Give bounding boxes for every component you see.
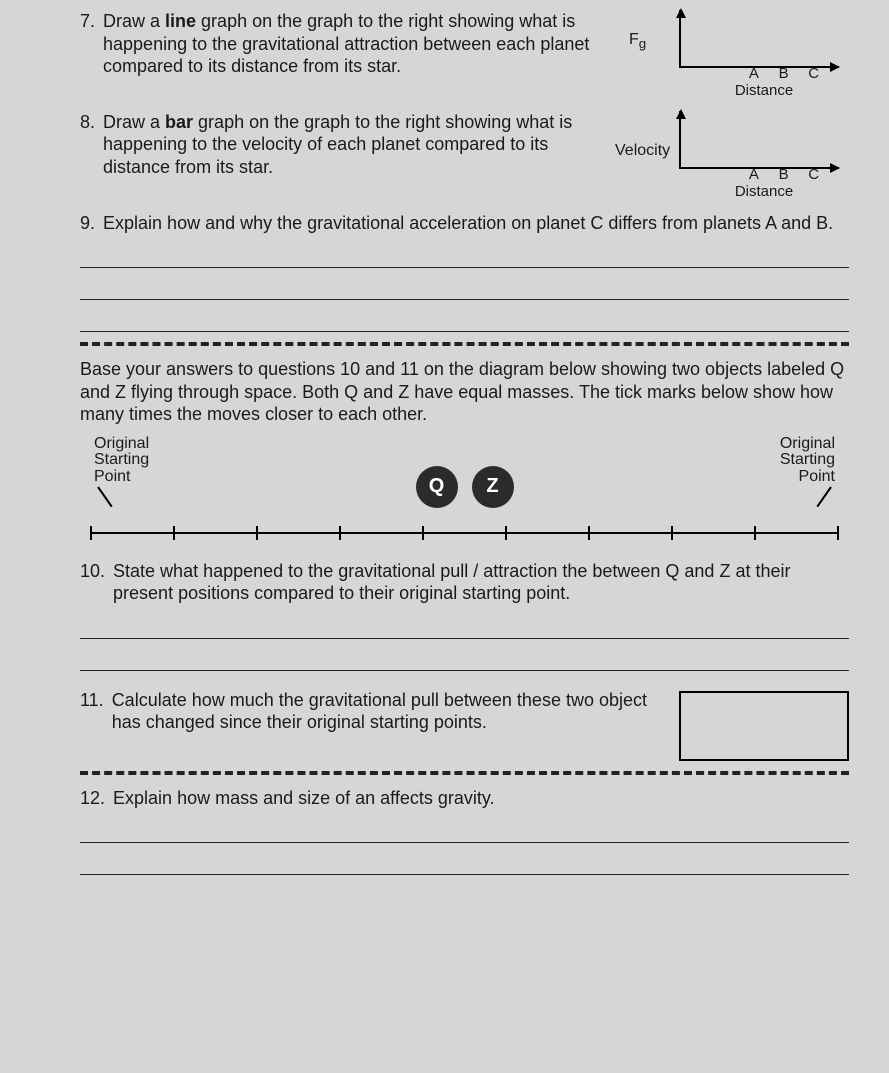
answer-line[interactable] [80, 272, 849, 300]
q8-y-label: Velocity [615, 141, 670, 161]
dashed-separator-icon [80, 771, 849, 775]
answer-line[interactable] [80, 643, 849, 671]
q7-x-ticks: A B C [739, 65, 829, 84]
tick-mark [588, 526, 590, 540]
answer-line[interactable] [80, 304, 849, 332]
question-8: 8. Draw a bar graph on the graph to the … [80, 111, 619, 179]
q7-y-sub: g [639, 36, 646, 51]
q8-tick-a: A [749, 166, 759, 185]
q7-tick-a: A [749, 65, 759, 84]
q8-text: Draw a bar graph on the graph to the rig… [103, 111, 619, 179]
answer-line[interactable] [80, 815, 849, 843]
y-axis-arrow-icon [679, 10, 681, 68]
spacer [80, 675, 849, 689]
answer-line[interactable] [80, 611, 849, 639]
q7-bold: line [165, 11, 196, 31]
q8-bold: bar [165, 112, 193, 132]
q8-tick-b: B [779, 166, 789, 185]
tick-mark [256, 526, 258, 540]
q8-text-a: Draw a [103, 112, 165, 132]
q12-text: Explain how mass and size of an affects … [113, 787, 849, 810]
answer-line[interactable] [80, 240, 849, 268]
q8-axes: A B C [679, 111, 849, 181]
question-9: 9. Explain how and why the gravitational… [80, 212, 849, 235]
right-l1: Original [780, 435, 835, 452]
y-axis-arrow-icon [679, 111, 681, 169]
q7-number: 7. [80, 10, 95, 78]
tick-mark [90, 526, 92, 540]
q9-number: 9. [80, 212, 95, 235]
q11-text: Calculate how much the gravitational pul… [112, 689, 665, 734]
instructions-10-11: Base your answers to questions 10 and 11… [80, 358, 849, 426]
question-12: 12. Explain how mass and size of an affe… [80, 787, 849, 810]
tick-mark [422, 526, 424, 540]
q7-y-label: Fg [629, 30, 646, 53]
q7-graph: Fg A B C Distance [629, 10, 849, 101]
q10-text: State what happened to the gravitational… [113, 560, 849, 605]
tick-mark [505, 526, 507, 540]
q8-x-label: Distance [679, 183, 849, 202]
circle-q: Q [416, 466, 458, 508]
question-7: 7. Draw a line graph on the graph to the… [80, 10, 619, 78]
circles-row: Q Z [90, 466, 839, 508]
answer-box[interactable] [679, 691, 849, 761]
qz-diagram: Original Starting Point Original Startin… [90, 436, 839, 546]
tick-mark [837, 526, 839, 540]
q8-graph: Velocity A B C Distance [629, 111, 849, 202]
q7-x-label: Distance [679, 82, 849, 101]
question-11-row: 11. Calculate how much the gravitational… [80, 689, 849, 761]
q9-text: Explain how and why the gravitational ac… [103, 212, 849, 235]
question-7-row: 7. Draw a line graph on the graph to the… [80, 10, 849, 101]
q11-number: 11. [80, 689, 104, 734]
tick-mark [173, 526, 175, 540]
dashed-separator-icon [80, 342, 849, 346]
tick-mark [671, 526, 673, 540]
q7-tick-c: C [808, 65, 819, 84]
q12-number: 12. [80, 787, 105, 810]
left-l1: Original [94, 435, 149, 452]
tick-mark [339, 526, 341, 540]
q7-text: Draw a line graph on the graph to the ri… [103, 10, 619, 78]
q10-number: 10. [80, 560, 105, 605]
circle-z: Z [472, 466, 514, 508]
q8-number: 8. [80, 111, 95, 179]
question-10: 10. State what happened to the gravitati… [80, 560, 849, 605]
q7-tick-b: B [779, 65, 789, 84]
q7-text-a: Draw a [103, 11, 165, 31]
question-8-row: 8. Draw a bar graph on the graph to the … [80, 111, 849, 202]
tick-mark [754, 526, 756, 540]
q8-tick-c: C [808, 166, 819, 185]
number-line-ticks [90, 526, 839, 540]
q8-x-ticks: A B C [739, 166, 829, 185]
q7-y-label-text: F [629, 31, 639, 48]
answer-line[interactable] [80, 847, 849, 875]
q7-axes: A B C [679, 10, 849, 80]
question-11: 11. Calculate how much the gravitational… [80, 689, 665, 734]
